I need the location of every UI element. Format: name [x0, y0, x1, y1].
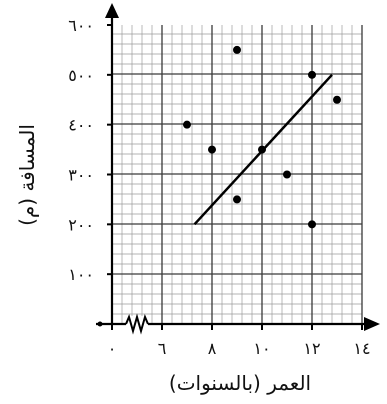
axis-break-zigzag	[125, 313, 149, 335]
major-grid	[111, 25, 363, 325]
x-axis-title: العمر (بالسنوات)	[169, 371, 311, 395]
x-tick-label: ٦	[158, 339, 167, 358]
data-point	[258, 145, 266, 154]
y-axis-title: المسافة (م)	[15, 124, 39, 226]
data-point	[308, 220, 316, 229]
y-tick-label: ٢٠٠	[68, 215, 94, 234]
x-tick-label: ١٢	[303, 339, 320, 358]
x-tick-label: ٨	[208, 339, 217, 358]
x-tick-label: ١٠	[253, 339, 270, 358]
y-axis-arrowhead	[105, 3, 119, 18]
data-point	[308, 70, 316, 79]
x-tick-label: ٠	[108, 339, 117, 358]
x-axis-arrowhead	[364, 317, 380, 331]
x-tick-label: ١٤	[353, 339, 370, 358]
y-tick-label: ٦٠٠	[68, 16, 94, 35]
data-points	[183, 45, 341, 229]
x-tick-labels: ٠ ٦ ٨ ١٠ ١٢ ١٤	[108, 339, 371, 358]
y-tick-label: ٤٠٠	[68, 116, 94, 135]
data-point	[183, 120, 191, 129]
y-tick-labels: ١٠٠ ٢٠٠ ٣٠٠ ٤٠٠ ٥٠٠ ٦٠٠	[68, 16, 103, 327]
y-tick-label: ١٠٠	[68, 265, 94, 284]
axes	[96, 3, 380, 335]
data-point	[233, 195, 241, 204]
data-point	[208, 145, 216, 154]
y-tick-label: ٥٠٠	[68, 66, 94, 85]
y-tick-label: ٣٠٠	[68, 166, 94, 185]
data-point	[333, 95, 341, 104]
data-point	[283, 170, 291, 179]
data-point	[233, 45, 241, 54]
y-origin-dot	[97, 321, 103, 327]
